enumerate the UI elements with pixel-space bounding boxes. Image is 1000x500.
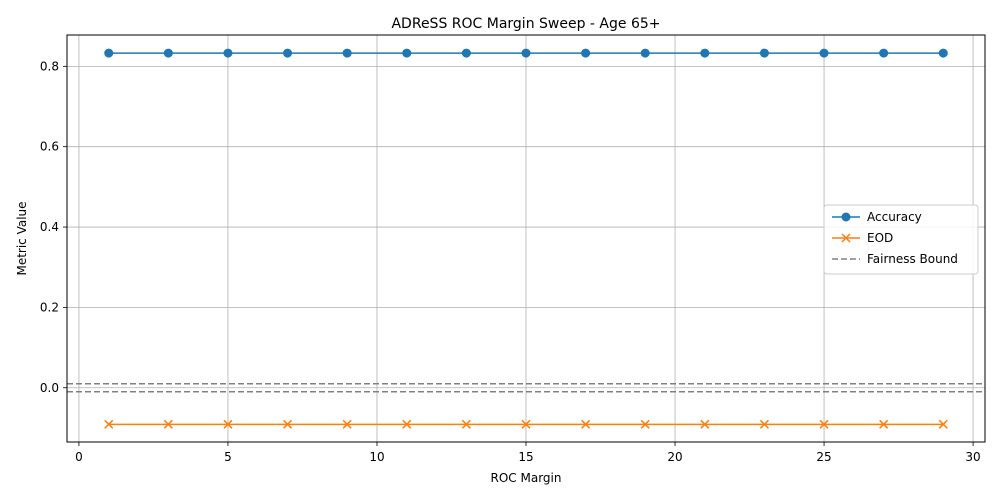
series-layer [104,48,948,429]
legend-label: Accuracy [867,210,922,224]
marker-stroke [640,419,650,429]
eod-point [879,419,889,429]
eod-point [342,419,352,429]
marker-stroke [841,233,851,243]
accuracy-point [461,48,471,58]
x-tick-label: 30 [965,450,980,464]
accuracy-point [700,48,710,58]
eod-point [223,419,233,429]
accuracy-point [342,48,352,58]
marker-stroke [163,419,173,429]
y-tick-label: 0.8 [40,59,59,73]
x-tick-label: 20 [667,450,682,464]
eod-point [700,419,710,429]
x-tick-label: 0 [75,450,83,464]
legend-box [823,204,979,275]
x-tick-label: 10 [369,450,384,464]
accuracy-point [640,48,650,58]
legend-swatch-marker [841,233,851,243]
y-tick-label: 0.2 [40,300,59,314]
y-tick-label: 0.6 [40,140,59,154]
eod-series [104,419,948,429]
legend: Accuracy EOD Fairness Bound [823,204,979,275]
marker-stroke [819,419,829,429]
legend-entry-fairness-bound: Fairness Bound [832,252,958,266]
marker-stroke [521,419,531,429]
y-axis-title: Metric Value [15,201,29,275]
eod-point [283,419,293,429]
accuracy-point [521,48,531,58]
eod-point [461,419,471,429]
x-tick-label: 15 [518,450,533,464]
legend-entry-accuracy: Accuracy [832,210,922,224]
y-tick-label: 0.4 [40,220,59,234]
accuracy-point [581,48,591,58]
marker-stroke [759,419,769,429]
eod-point [104,419,114,429]
marker-stroke [938,419,948,429]
eod-point [402,419,412,429]
marker-stroke [879,419,889,429]
accuracy-point [879,48,889,58]
accuracy-point [938,48,948,58]
marker-stroke [104,419,114,429]
marker-stroke [700,419,710,429]
chart-title: ADReSS ROC Margin Sweep - Age 65+ [391,16,660,32]
accuracy-series [104,48,948,58]
accuracy-point [819,48,829,58]
eod-point [163,419,173,429]
accuracy-point [402,48,412,58]
eod-point [521,419,531,429]
marker-stroke [342,419,352,429]
eod-point [819,419,829,429]
accuracy-point [163,48,173,58]
legend-label: Fairness Bound [867,252,958,266]
eod-point [640,419,650,429]
y-tick-label: 0.0 [40,381,59,395]
x-axis-title: ROC Margin [491,471,562,485]
eod-point [938,419,948,429]
x-tick-label: 5 [224,450,232,464]
marker-stroke [283,419,293,429]
marker-stroke [581,419,591,429]
eod-point [581,419,591,429]
legend-label: EOD [867,231,893,245]
x-tick-label: 25 [816,450,831,464]
marker-stroke [223,419,233,429]
marker-stroke [461,419,471,429]
legend-entry-eod: EOD [832,231,893,245]
accuracy-point [283,48,293,58]
legend-swatch-marker [841,212,851,222]
reference-lines [67,382,985,393]
accuracy-point [104,48,114,58]
accuracy-point [759,48,769,58]
eod-point [759,419,769,429]
marker-stroke [402,419,412,429]
accuracy-point [223,48,233,58]
tick-layer: 0 5 10 15 20 25 30 0.0 0.2 0.4 0.6 0.8 [40,59,981,464]
